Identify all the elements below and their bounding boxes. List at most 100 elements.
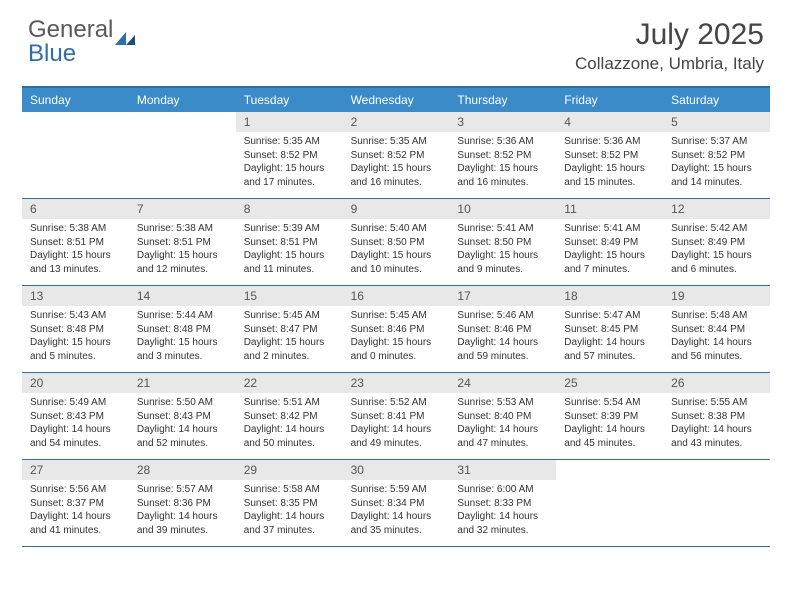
day-body: Sunrise: 5:57 AMSunset: 8:36 PMDaylight:…: [129, 480, 236, 541]
calendar-cell: 26Sunrise: 5:55 AMSunset: 8:38 PMDayligh…: [663, 373, 770, 459]
day-number: 7: [129, 199, 236, 219]
calendar-cell: 11Sunrise: 5:41 AMSunset: 8:49 PMDayligh…: [556, 199, 663, 285]
dow-wednesday: Wednesday: [343, 88, 450, 112]
calendar-cell: 24Sunrise: 5:53 AMSunset: 8:40 PMDayligh…: [449, 373, 556, 459]
day-body: Sunrise: 6:00 AMSunset: 8:33 PMDaylight:…: [449, 480, 556, 541]
day-number: 13: [22, 286, 129, 306]
page-title: July 2025: [575, 18, 764, 52]
day-body: Sunrise: 5:54 AMSunset: 8:39 PMDaylight:…: [556, 393, 663, 454]
day-body: Sunrise: 5:35 AMSunset: 8:52 PMDaylight:…: [343, 132, 450, 193]
day-number: 11: [556, 199, 663, 219]
week-row: 27Sunrise: 5:56 AMSunset: 8:37 PMDayligh…: [22, 460, 770, 547]
day-body: Sunrise: 5:49 AMSunset: 8:43 PMDaylight:…: [22, 393, 129, 454]
day-body: Sunrise: 5:36 AMSunset: 8:52 PMDaylight:…: [556, 132, 663, 193]
day-number: 28: [129, 460, 236, 480]
day-number: 1: [236, 112, 343, 132]
day-body: Sunrise: 5:58 AMSunset: 8:35 PMDaylight:…: [236, 480, 343, 541]
calendar-cell: 4Sunrise: 5:36 AMSunset: 8:52 PMDaylight…: [556, 112, 663, 198]
location: Collazzone, Umbria, Italy: [575, 54, 764, 74]
calendar-cell: 2Sunrise: 5:35 AMSunset: 8:52 PMDaylight…: [343, 112, 450, 198]
calendar-cell: 14Sunrise: 5:44 AMSunset: 8:48 PMDayligh…: [129, 286, 236, 372]
calendar-cell: 9Sunrise: 5:40 AMSunset: 8:50 PMDaylight…: [343, 199, 450, 285]
day-number: 6: [22, 199, 129, 219]
day-number: 22: [236, 373, 343, 393]
calendar-cell: 17Sunrise: 5:46 AMSunset: 8:46 PMDayligh…: [449, 286, 556, 372]
calendar-cell: ..: [663, 460, 770, 546]
day-body: Sunrise: 5:45 AMSunset: 8:47 PMDaylight:…: [236, 306, 343, 367]
day-number: 24: [449, 373, 556, 393]
dow-saturday: Saturday: [663, 88, 770, 112]
day-number: 8: [236, 199, 343, 219]
calendar-cell: 12Sunrise: 5:42 AMSunset: 8:49 PMDayligh…: [663, 199, 770, 285]
dow-sunday: Sunday: [22, 88, 129, 112]
day-body: Sunrise: 5:43 AMSunset: 8:48 PMDaylight:…: [22, 306, 129, 367]
calendar-cell: 3Sunrise: 5:36 AMSunset: 8:52 PMDaylight…: [449, 112, 556, 198]
calendar-cell: 7Sunrise: 5:38 AMSunset: 8:51 PMDaylight…: [129, 199, 236, 285]
calendar-cell: ..: [129, 112, 236, 198]
calendar-cell: 5Sunrise: 5:37 AMSunset: 8:52 PMDaylight…: [663, 112, 770, 198]
day-number: 29: [236, 460, 343, 480]
day-body: Sunrise: 5:46 AMSunset: 8:46 PMDaylight:…: [449, 306, 556, 367]
calendar-cell: 27Sunrise: 5:56 AMSunset: 8:37 PMDayligh…: [22, 460, 129, 546]
calendar-cell: 21Sunrise: 5:50 AMSunset: 8:43 PMDayligh…: [129, 373, 236, 459]
day-number: 15: [236, 286, 343, 306]
calendar-cell: 13Sunrise: 5:43 AMSunset: 8:48 PMDayligh…: [22, 286, 129, 372]
day-body: Sunrise: 5:51 AMSunset: 8:42 PMDaylight:…: [236, 393, 343, 454]
day-number: 31: [449, 460, 556, 480]
day-body: Sunrise: 5:44 AMSunset: 8:48 PMDaylight:…: [129, 306, 236, 367]
calendar-cell: 31Sunrise: 6:00 AMSunset: 8:33 PMDayligh…: [449, 460, 556, 546]
calendar-cell: 29Sunrise: 5:58 AMSunset: 8:35 PMDayligh…: [236, 460, 343, 546]
dow-friday: Friday: [556, 88, 663, 112]
day-body: Sunrise: 5:48 AMSunset: 8:44 PMDaylight:…: [663, 306, 770, 367]
day-number: 27: [22, 460, 129, 480]
day-number: 10: [449, 199, 556, 219]
day-number: 23: [343, 373, 450, 393]
logo: GeneralBlue: [28, 18, 137, 66]
day-number: 20: [22, 373, 129, 393]
day-of-week-row: SundayMondayTuesdayWednesdayThursdayFrid…: [22, 88, 770, 112]
day-number: 17: [449, 286, 556, 306]
dow-tuesday: Tuesday: [236, 88, 343, 112]
week-row: 20Sunrise: 5:49 AMSunset: 8:43 PMDayligh…: [22, 373, 770, 460]
day-body: Sunrise: 5:47 AMSunset: 8:45 PMDaylight:…: [556, 306, 663, 367]
day-body: Sunrise: 5:45 AMSunset: 8:46 PMDaylight:…: [343, 306, 450, 367]
calendar-cell: 16Sunrise: 5:45 AMSunset: 8:46 PMDayligh…: [343, 286, 450, 372]
day-number: 12: [663, 199, 770, 219]
day-number: 16: [343, 286, 450, 306]
calendar-cell: 1Sunrise: 5:35 AMSunset: 8:52 PMDaylight…: [236, 112, 343, 198]
day-number: 25: [556, 373, 663, 393]
dow-thursday: Thursday: [449, 88, 556, 112]
day-body: Sunrise: 5:39 AMSunset: 8:51 PMDaylight:…: [236, 219, 343, 280]
day-body: Sunrise: 5:52 AMSunset: 8:41 PMDaylight:…: [343, 393, 450, 454]
day-number: 26: [663, 373, 770, 393]
day-body: Sunrise: 5:35 AMSunset: 8:52 PMDaylight:…: [236, 132, 343, 193]
day-body: Sunrise: 5:59 AMSunset: 8:34 PMDaylight:…: [343, 480, 450, 541]
day-body: Sunrise: 5:50 AMSunset: 8:43 PMDaylight:…: [129, 393, 236, 454]
logo-text-2: Blue: [28, 42, 137, 66]
day-body: Sunrise: 5:42 AMSunset: 8:49 PMDaylight:…: [663, 219, 770, 280]
dow-monday: Monday: [129, 88, 236, 112]
calendar-cell: 6Sunrise: 5:38 AMSunset: 8:51 PMDaylight…: [22, 199, 129, 285]
day-body: Sunrise: 5:53 AMSunset: 8:40 PMDaylight:…: [449, 393, 556, 454]
day-body: Sunrise: 5:55 AMSunset: 8:38 PMDaylight:…: [663, 393, 770, 454]
day-number: 30: [343, 460, 450, 480]
calendar-cell: 15Sunrise: 5:45 AMSunset: 8:47 PMDayligh…: [236, 286, 343, 372]
weeks-container: ....1Sunrise: 5:35 AMSunset: 8:52 PMDayl…: [22, 112, 770, 547]
day-number: 19: [663, 286, 770, 306]
header: GeneralBlue July 2025 Collazzone, Umbria…: [0, 0, 792, 80]
calendar-cell: 10Sunrise: 5:41 AMSunset: 8:50 PMDayligh…: [449, 199, 556, 285]
logo-text-1: General: [28, 18, 113, 42]
day-number: 18: [556, 286, 663, 306]
calendar-cell: ..: [22, 112, 129, 198]
day-number: 21: [129, 373, 236, 393]
day-body: Sunrise: 5:37 AMSunset: 8:52 PMDaylight:…: [663, 132, 770, 193]
day-body: Sunrise: 5:41 AMSunset: 8:50 PMDaylight:…: [449, 219, 556, 280]
calendar-cell: 22Sunrise: 5:51 AMSunset: 8:42 PMDayligh…: [236, 373, 343, 459]
calendar-cell: 25Sunrise: 5:54 AMSunset: 8:39 PMDayligh…: [556, 373, 663, 459]
day-body: Sunrise: 5:38 AMSunset: 8:51 PMDaylight:…: [129, 219, 236, 280]
day-number: 2: [343, 112, 450, 132]
calendar-cell: 28Sunrise: 5:57 AMSunset: 8:36 PMDayligh…: [129, 460, 236, 546]
calendar-cell: 8Sunrise: 5:39 AMSunset: 8:51 PMDaylight…: [236, 199, 343, 285]
title-block: July 2025 Collazzone, Umbria, Italy: [575, 18, 764, 74]
logo-mark-icon: [115, 26, 137, 42]
